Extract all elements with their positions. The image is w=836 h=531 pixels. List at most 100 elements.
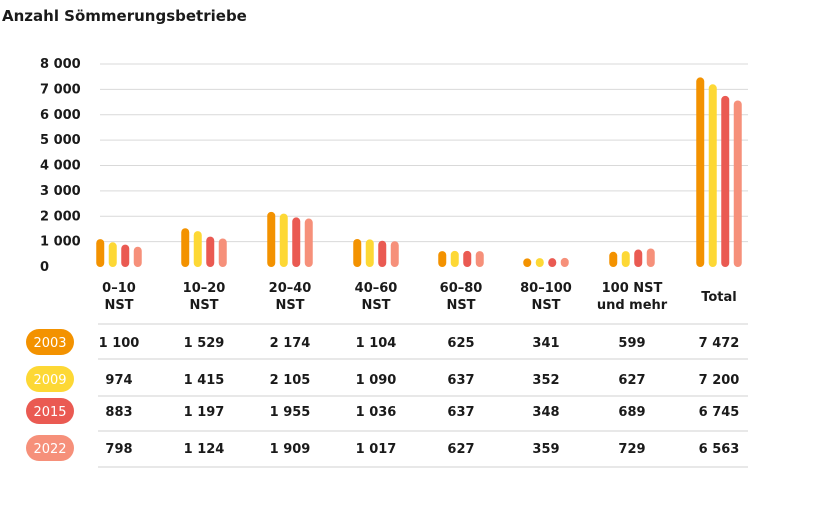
bar-2009 <box>365 239 374 267</box>
table-cell-value: 974 <box>105 373 132 388</box>
x-category-label: Total <box>701 290 737 305</box>
x-category-label: NST <box>104 298 133 313</box>
legend-label: 2015 <box>33 405 66 420</box>
table-cell-value: 599 <box>618 336 645 351</box>
legend-label: 2003 <box>33 336 66 351</box>
bar-2003 <box>181 228 190 267</box>
y-tick-label: 5 000 <box>40 133 81 148</box>
bar-2015 <box>121 244 130 267</box>
bar-2003 <box>609 251 618 267</box>
x-category-label: NST <box>189 298 218 313</box>
bar-2015 <box>721 95 730 267</box>
table-cell-value: 7 200 <box>699 373 740 388</box>
x-axis-categories: 0–10 NST 10–20 NST 20–40 NST 40–60 NST 60–80 NST 8… <box>102 281 737 313</box>
bar-2022 <box>733 100 742 268</box>
legend-pill-2003 <box>26 329 74 355</box>
table-cell-value: 1 197 <box>184 405 225 420</box>
y-tick-label: 7 000 <box>40 82 81 97</box>
table-cell-value: 625 <box>447 336 474 351</box>
bar-2009 <box>193 231 202 267</box>
table-cell-value: 1 036 <box>356 405 397 420</box>
table-cell-value: 1 124 <box>184 442 225 457</box>
x-category-label: 20–40 <box>269 281 312 296</box>
table-cell-value: 1 415 <box>184 373 225 388</box>
x-category-label: NST <box>275 298 304 313</box>
bar-2022 <box>390 241 399 267</box>
bar-2022 <box>304 218 313 267</box>
table-cell-value: 341 <box>532 336 559 351</box>
table-cell-value: 883 <box>105 405 132 420</box>
table-cell-value: 1 017 <box>356 442 397 457</box>
x-category-label: und mehr <box>597 298 668 313</box>
y-tick-label: 8 000 <box>40 57 81 72</box>
bar-2022 <box>475 251 484 267</box>
x-category-label: 60–80 <box>440 281 483 296</box>
table-cell-value: 1 090 <box>356 373 397 388</box>
bar-2009 <box>108 242 117 267</box>
bar-2009 <box>535 258 544 267</box>
x-category-label: 0–10 <box>102 281 136 296</box>
bar-2022 <box>560 257 569 267</box>
chart-title: Anzahl Sömmerungsbetriebe <box>2 7 247 25</box>
legend-pill-2009 <box>26 366 74 392</box>
table-cell-value: 627 <box>618 373 645 388</box>
bar-2009 <box>279 213 288 267</box>
x-category-label: 80–100 <box>520 281 572 296</box>
y-tick-label: 3 000 <box>40 184 81 199</box>
table-cell-value: 1 955 <box>270 405 311 420</box>
y-tick-label: 6 000 <box>40 108 81 123</box>
bar-2003 <box>353 238 362 267</box>
y-tick-label: 0 <box>40 260 49 275</box>
table-cell-value: 2 105 <box>270 373 311 388</box>
x-category-label: 10–20 <box>183 281 226 296</box>
bar-2015 <box>548 258 557 267</box>
y-tick-label: 4 000 <box>40 159 81 174</box>
table-cell-value: 627 <box>447 442 474 457</box>
bars <box>96 77 742 268</box>
bar-2015 <box>206 236 215 267</box>
bar-2009 <box>450 250 459 267</box>
data-table: 2003 1 100 1 529 2 174 1 104 625 341 599 7 472 20… <box>26 323 748 468</box>
bar-2015 <box>463 250 472 267</box>
bar-2003 <box>96 239 105 267</box>
table-cell-value: 689 <box>618 405 645 420</box>
legend-pill-2022 <box>26 435 74 461</box>
table-cell-value: 2 174 <box>270 336 311 351</box>
x-category-label: NST <box>531 298 560 313</box>
bar-2003 <box>523 258 532 267</box>
table-cell-value: 1 909 <box>270 442 311 457</box>
table-cell-value: 637 <box>447 373 474 388</box>
legend-pill-2015 <box>26 398 74 424</box>
y-tick-label: 2 000 <box>40 209 81 224</box>
bar-2009 <box>708 84 717 267</box>
bar-2022 <box>133 246 142 267</box>
bar-2009 <box>621 251 630 267</box>
table-cell-value: 798 <box>105 442 132 457</box>
table-cell-value: 1 529 <box>184 336 225 351</box>
table-cell-value: 1 104 <box>356 336 397 351</box>
bar-2015 <box>634 249 643 267</box>
table-cell-value: 6 563 <box>699 442 740 457</box>
table-cell-value: 729 <box>618 442 645 457</box>
x-category-label: NST <box>446 298 475 313</box>
bar-2003 <box>267 211 276 267</box>
bar-2015 <box>378 240 387 267</box>
legend-label: 2022 <box>33 442 66 457</box>
y-axis-ticks: 0 1 000 2 000 3 000 4 000 5 000 6 000 7 000 8 00… <box>40 57 81 275</box>
bar-2003 <box>696 77 705 267</box>
x-category-label: NST <box>361 298 390 313</box>
table-cell-value: 348 <box>532 405 559 420</box>
x-category-label: 100 NST <box>602 281 663 296</box>
table-cell-value: 359 <box>532 442 559 457</box>
y-tick-label: 1 000 <box>40 235 81 250</box>
grid-lines <box>100 63 748 243</box>
table-cell-value: 7 472 <box>699 336 740 351</box>
table-cell-value: 1 100 <box>99 336 140 351</box>
bar-2015 <box>292 217 301 267</box>
table-cell-value: 637 <box>447 405 474 420</box>
x-category-label: 40–60 <box>355 281 398 296</box>
bar-2022 <box>646 248 655 267</box>
bar-2003 <box>438 251 447 267</box>
legend-label: 2009 <box>33 373 66 388</box>
